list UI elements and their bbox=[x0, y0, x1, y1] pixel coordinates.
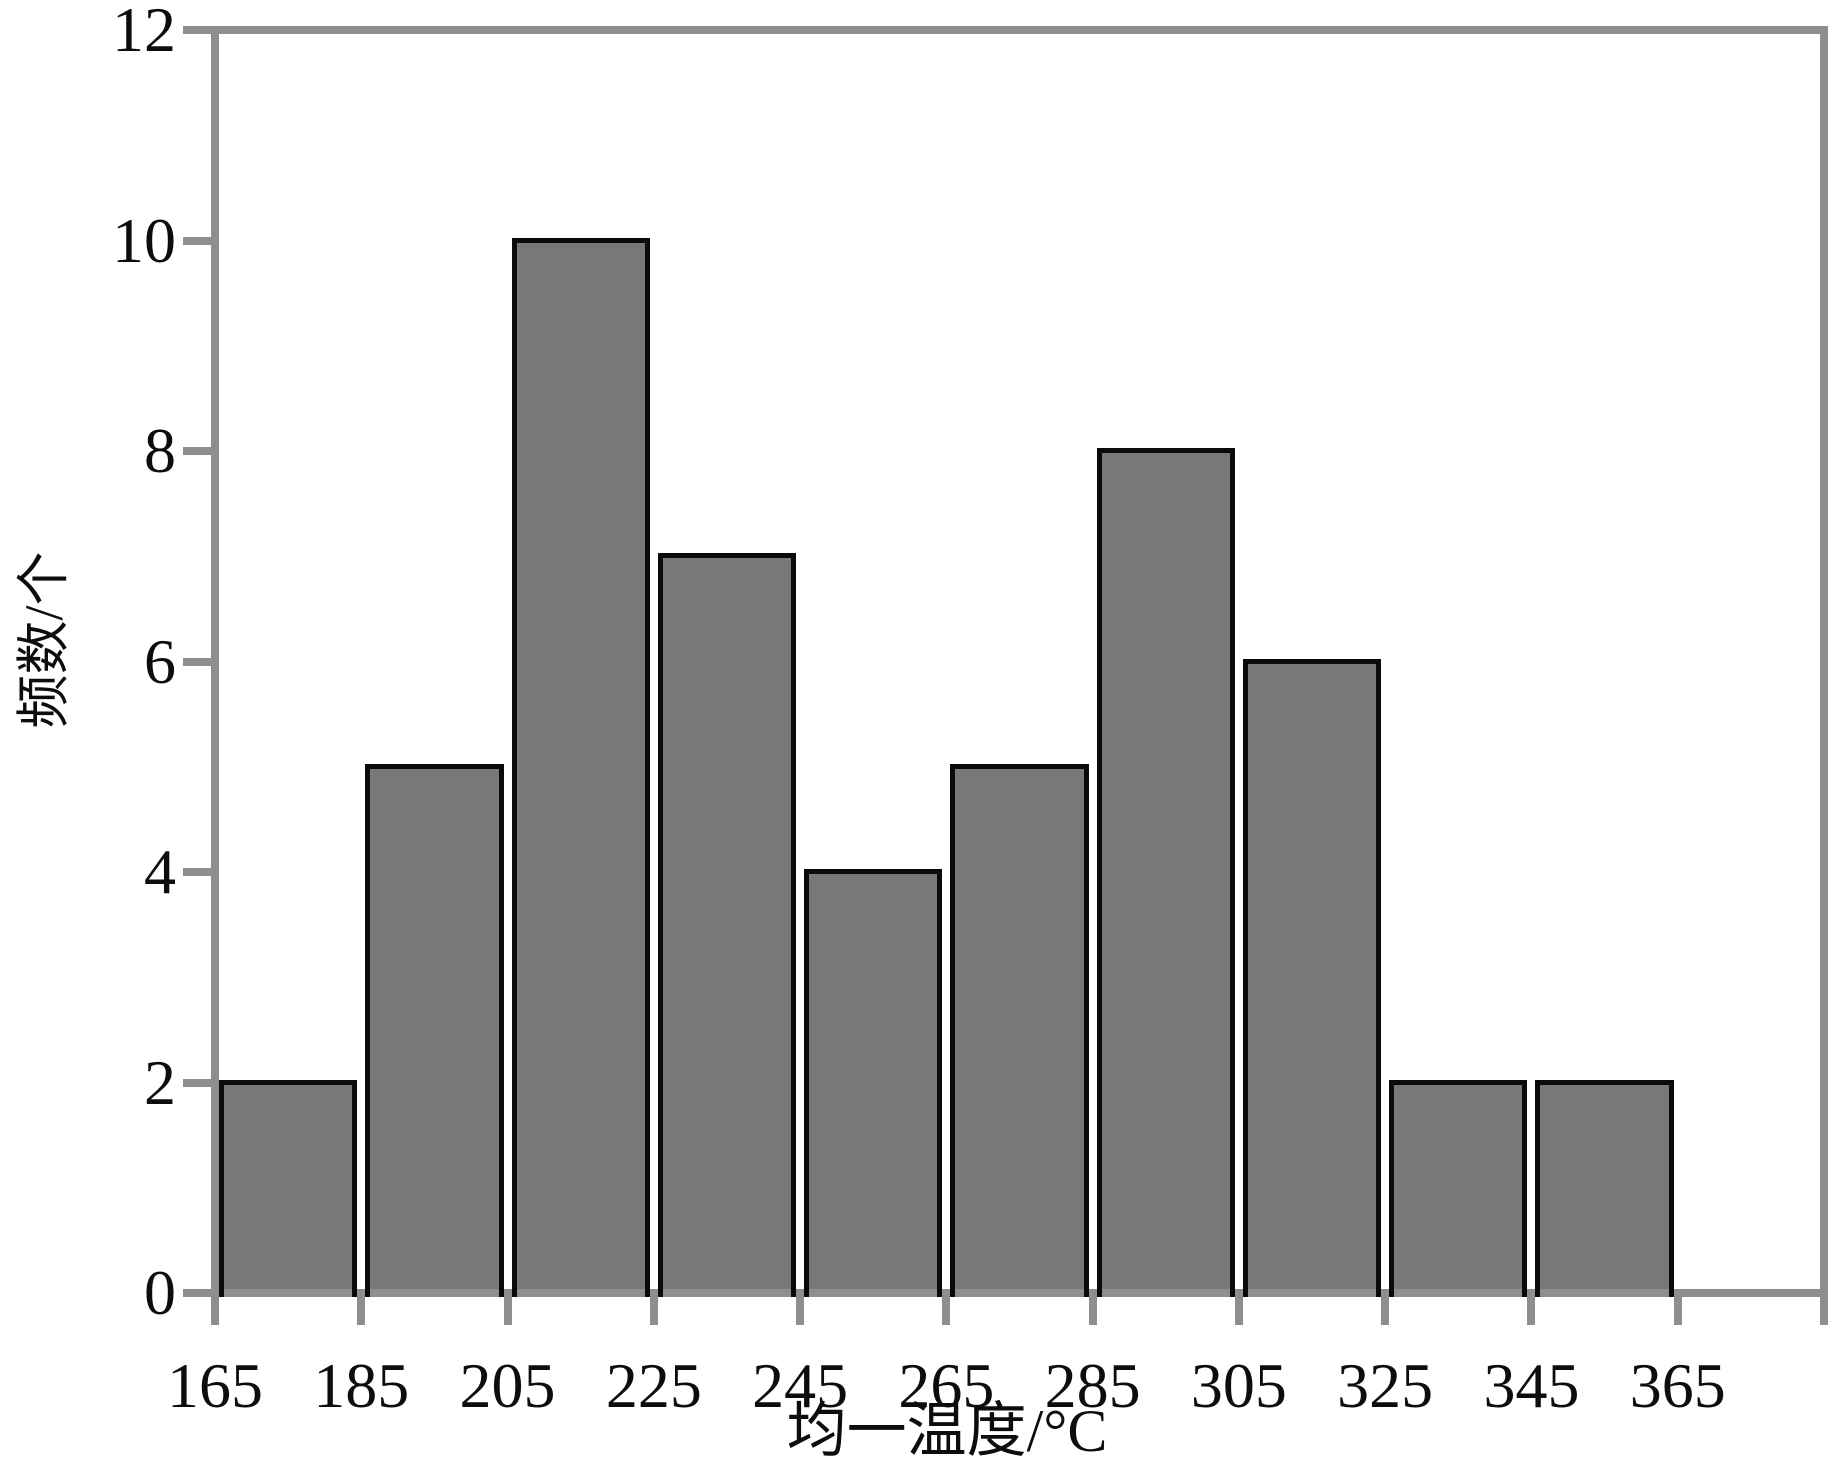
x-axis-tick bbox=[1088, 1297, 1097, 1325]
x-axis-tick bbox=[357, 1297, 366, 1325]
x-tick-label: 325 bbox=[1337, 1350, 1434, 1421]
x-axis-tick bbox=[796, 1297, 805, 1325]
x-tick-label: 345 bbox=[1483, 1350, 1580, 1421]
histogram-bar bbox=[950, 763, 1089, 1297]
x-tick-label: 185 bbox=[313, 1350, 410, 1421]
bar-border-stub bbox=[352, 1289, 358, 1297]
bar-border-stub bbox=[498, 1289, 504, 1297]
bar-border-stub bbox=[1376, 1289, 1382, 1297]
x-axis-tick bbox=[942, 1297, 951, 1325]
bar-border-stub bbox=[1096, 1289, 1102, 1297]
bar-border-stub bbox=[657, 1289, 663, 1297]
x-axis-tick bbox=[1820, 1297, 1828, 1325]
histogram-bar bbox=[365, 763, 504, 1297]
x-axis-tick bbox=[649, 1297, 658, 1325]
histogram-bar bbox=[511, 237, 650, 1297]
x-tick-label: 165 bbox=[167, 1350, 263, 1421]
histogram-bar bbox=[1535, 1079, 1674, 1297]
y-axis-tick bbox=[183, 657, 211, 666]
y-axis-tick bbox=[183, 26, 211, 34]
bar-border-stub bbox=[1522, 1289, 1528, 1297]
bar-border-stub bbox=[1389, 1289, 1395, 1297]
bar-border-stub bbox=[950, 1289, 956, 1297]
x-tick-label: 305 bbox=[1190, 1350, 1287, 1421]
bar-border-stub bbox=[791, 1289, 797, 1297]
y-tick-label: 10 bbox=[112, 204, 176, 276]
bar-border-stub bbox=[219, 1289, 224, 1297]
x-tick-label: 265 bbox=[898, 1350, 995, 1421]
y-axis-tick bbox=[183, 236, 211, 245]
y-axis-tick bbox=[183, 447, 211, 455]
x-axis-tick bbox=[1234, 1297, 1243, 1325]
histogram-bar bbox=[1096, 448, 1235, 1297]
y-axis-tick bbox=[183, 868, 211, 876]
bar-border-stub bbox=[511, 1289, 517, 1297]
y-tick-label: 0 bbox=[144, 1257, 176, 1328]
histogram-bar bbox=[1389, 1079, 1528, 1297]
y-tick-label: 6 bbox=[144, 625, 176, 697]
y-tick-label: 4 bbox=[144, 836, 176, 907]
y-tick-label: 12 bbox=[112, 0, 176, 65]
y-tick-label: 2 bbox=[144, 1046, 176, 1118]
x-tick-label: 285 bbox=[1044, 1350, 1141, 1421]
bar-border-stub bbox=[1242, 1289, 1248, 1297]
bar-border-stub bbox=[1083, 1289, 1089, 1297]
bar-border-stub bbox=[644, 1289, 650, 1297]
histogram-bar bbox=[657, 553, 797, 1297]
x-tick-label: 365 bbox=[1629, 1350, 1726, 1421]
y-axis-tick bbox=[183, 1078, 211, 1087]
histogram-bar bbox=[219, 1079, 358, 1297]
bar-border-stub bbox=[1229, 1289, 1235, 1297]
bar-border-stub bbox=[365, 1289, 371, 1297]
bar-border-stub bbox=[804, 1289, 810, 1297]
histogram-bar bbox=[804, 869, 943, 1297]
x-axis-tick bbox=[1527, 1297, 1536, 1325]
x-tick-label: 225 bbox=[605, 1350, 702, 1421]
x-axis-title: 均一温度/°C bbox=[786, 1398, 1108, 1464]
y-axis-title: 频数/个 bbox=[14, 551, 74, 729]
bar-border-stub bbox=[937, 1289, 943, 1297]
x-axis-tick bbox=[1381, 1297, 1390, 1325]
bar-border-stub bbox=[1535, 1289, 1541, 1297]
x-axis-tick bbox=[1673, 1297, 1682, 1325]
histogram-bar bbox=[1242, 658, 1382, 1297]
y-axis-tick bbox=[183, 1289, 211, 1297]
x-axis-tick bbox=[503, 1297, 512, 1325]
x-tick-label: 245 bbox=[752, 1350, 849, 1421]
bar-border-stub bbox=[1668, 1289, 1674, 1297]
x-axis-tick bbox=[211, 1297, 219, 1325]
x-tick-label: 205 bbox=[459, 1350, 556, 1421]
y-tick-label: 8 bbox=[144, 415, 176, 486]
